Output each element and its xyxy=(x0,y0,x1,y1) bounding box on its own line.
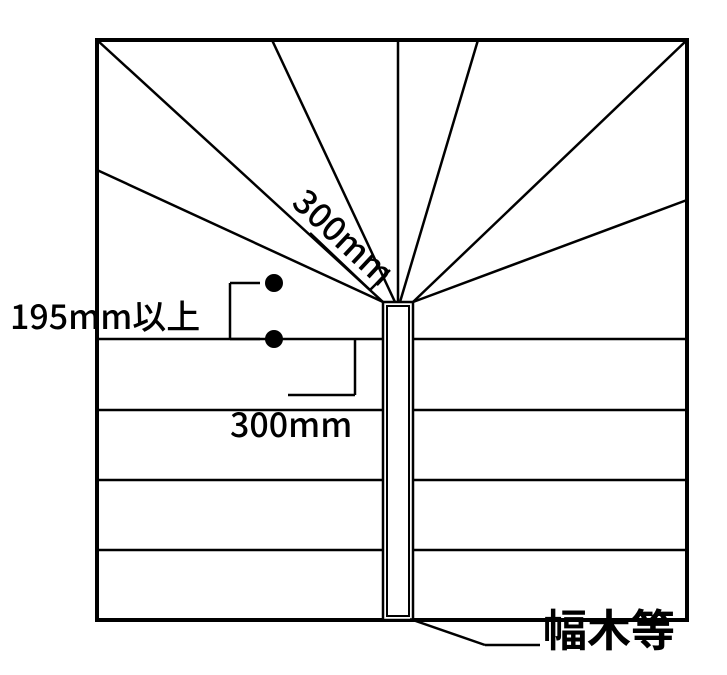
dimension-label-195: 195mm以上 xyxy=(10,290,200,339)
dimension-label-300-lower: 300mm xyxy=(230,398,352,447)
diagram-stage: 195mm以上 300mm 300mm 幅木等 xyxy=(0,0,727,675)
baseboard-label: 幅木等 xyxy=(543,595,675,659)
